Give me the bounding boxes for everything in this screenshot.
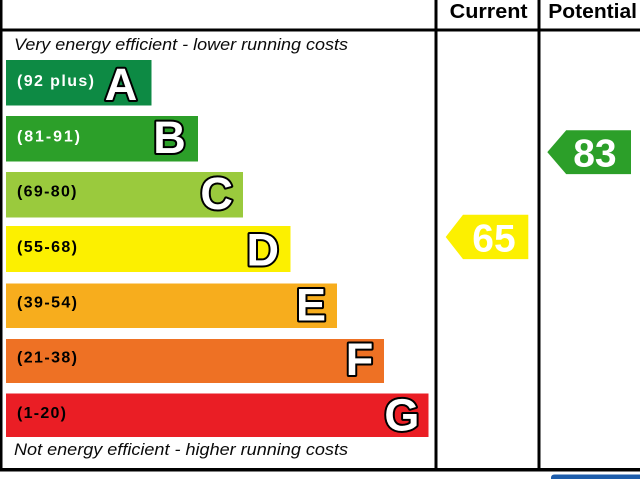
svg-text:(39-54): (39-54) xyxy=(17,294,77,311)
svg-text:83: 83 xyxy=(573,133,616,176)
svg-text:65: 65 xyxy=(472,217,515,260)
svg-text:(92 plus): (92 plus) xyxy=(17,73,94,90)
svg-text:F: F xyxy=(346,334,374,385)
svg-text:(1-20): (1-20) xyxy=(17,405,66,422)
svg-text:(81-91): (81-91) xyxy=(17,128,80,145)
svg-text:(21-38): (21-38) xyxy=(17,350,77,367)
svg-text:A: A xyxy=(105,59,138,110)
svg-text:D: D xyxy=(246,225,279,276)
svg-text:(55-68): (55-68) xyxy=(17,239,77,256)
svg-text:Potential: Potential xyxy=(548,1,637,23)
svg-text:Not energy efficient - higher: Not energy efficient - higher running co… xyxy=(14,441,348,459)
svg-text:G: G xyxy=(384,390,419,441)
svg-text:Very energy efficient - lower: Very energy efficient - lower running co… xyxy=(14,36,348,54)
svg-text:Current: Current xyxy=(450,1,528,23)
svg-text:E: E xyxy=(296,280,326,331)
svg-text:C: C xyxy=(200,168,233,219)
svg-text:(69-80): (69-80) xyxy=(17,184,77,201)
svg-text:B: B xyxy=(153,112,186,163)
